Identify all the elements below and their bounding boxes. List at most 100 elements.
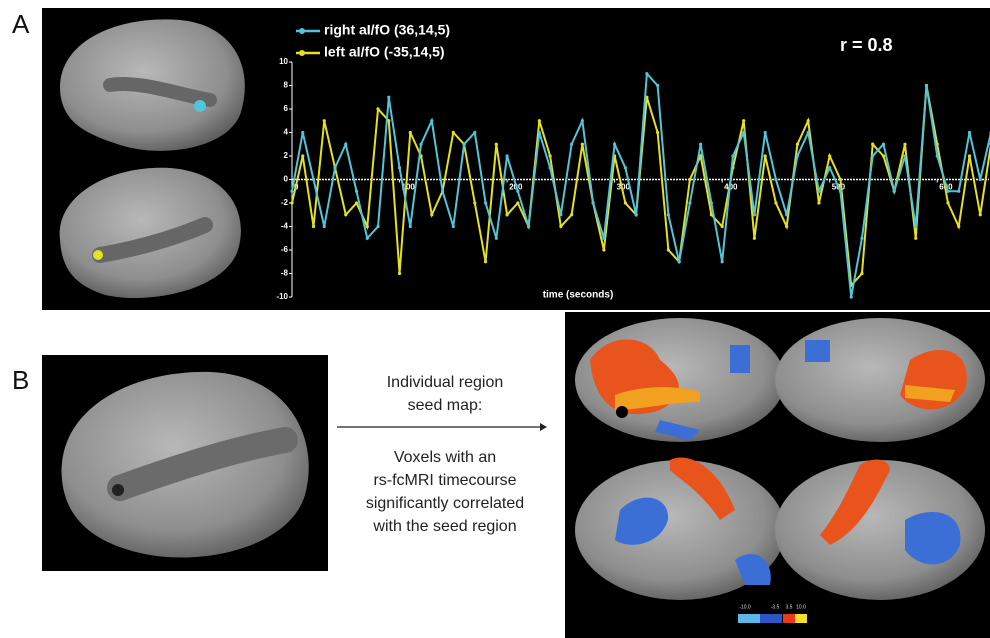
y-tick-label: 10 (279, 57, 288, 66)
series-point (924, 83, 929, 88)
y-tick-label: -4 (281, 222, 289, 231)
brain-right (59, 19, 245, 151)
series-point (333, 166, 337, 170)
series-point (806, 119, 810, 123)
series-point (677, 260, 681, 264)
series-point (526, 224, 531, 229)
series-point (516, 189, 520, 193)
series-point (957, 189, 961, 193)
panel-label: B (12, 365, 29, 395)
series-point (419, 142, 423, 146)
series-point (516, 201, 520, 205)
series-point (408, 130, 412, 135)
series-point (688, 201, 692, 205)
series-point (688, 177, 692, 182)
series-point (967, 130, 972, 135)
x-tick-label: 100 (402, 183, 416, 192)
series-point (311, 224, 316, 229)
series-point (365, 236, 369, 240)
series-point (602, 236, 606, 240)
x-tick-label: 400 (724, 183, 738, 192)
arrow-head (540, 423, 547, 431)
series-point (763, 130, 767, 135)
series-point (462, 142, 466, 146)
series-point (570, 142, 574, 146)
series-point (548, 154, 552, 158)
series-point (978, 177, 982, 182)
series-point (731, 154, 735, 158)
series-point (935, 154, 939, 158)
series-point (354, 201, 359, 205)
seed-maps (575, 318, 985, 600)
series-point (806, 130, 810, 135)
series-point (914, 236, 918, 240)
x-axis-label: time (seconds) (543, 290, 614, 301)
series-point (720, 260, 724, 264)
series-point (376, 224, 380, 229)
series-point (709, 213, 714, 217)
colorbar-label: 10.0 (796, 604, 806, 610)
series-point (763, 154, 767, 158)
y-tick-label: 2 (284, 151, 289, 160)
series-point (666, 248, 670, 252)
series-point (838, 177, 843, 182)
caption-line: Voxels with an (394, 449, 496, 466)
series-point (430, 119, 434, 123)
series-point (817, 201, 821, 205)
series-point (666, 213, 670, 217)
series-point (774, 201, 778, 205)
series-point (871, 142, 875, 146)
series-point (290, 201, 294, 205)
series-point (838, 189, 843, 193)
caption-line: rs-fcMRI timecourse (373, 472, 516, 489)
series-point (322, 119, 326, 123)
series-point (903, 142, 907, 146)
series-point (591, 201, 595, 205)
caption-line: seed map: (408, 397, 483, 414)
series-point (483, 201, 488, 205)
series-point (365, 224, 369, 229)
y-tick-label: -6 (281, 245, 289, 254)
y-tick-label: 4 (284, 128, 289, 137)
series-point (344, 142, 348, 146)
y-tick-label: 8 (284, 81, 289, 90)
y-tick-label: -2 (281, 198, 289, 207)
brain-left (59, 167, 241, 298)
series-point (795, 142, 800, 146)
series-point (537, 130, 541, 135)
series-point (828, 166, 832, 170)
series-point (451, 130, 455, 135)
series-point (344, 213, 348, 217)
series-point (559, 213, 563, 217)
series-point (397, 166, 402, 170)
caption: Individual region seed map: Voxels with an… (366, 374, 524, 535)
series-point (946, 189, 950, 193)
legend-swatch-dot (299, 28, 305, 34)
series-point (451, 224, 455, 229)
series-point (860, 271, 864, 276)
series-point (709, 201, 714, 205)
series-point (322, 224, 326, 229)
series-line (291, 71, 990, 298)
y-tick-label: 0 (284, 175, 289, 184)
series-point (881, 142, 886, 146)
series-point (742, 130, 746, 135)
series-point (440, 189, 445, 193)
series-point (828, 154, 832, 158)
colorbar-label: 3.5 (786, 604, 793, 610)
series-point (473, 201, 477, 205)
series-point (699, 142, 703, 146)
series-point (430, 213, 434, 217)
panel-label: A (12, 9, 30, 39)
series-point (785, 224, 789, 229)
series-point (914, 224, 918, 229)
series-point (613, 142, 617, 146)
colorbar-label: -3.5 (771, 604, 780, 610)
series-point (408, 224, 412, 229)
series-point (548, 166, 552, 170)
series-point (699, 154, 703, 158)
series-point (570, 213, 574, 217)
y-tick-label: -8 (281, 269, 289, 278)
series-point (494, 142, 498, 146)
